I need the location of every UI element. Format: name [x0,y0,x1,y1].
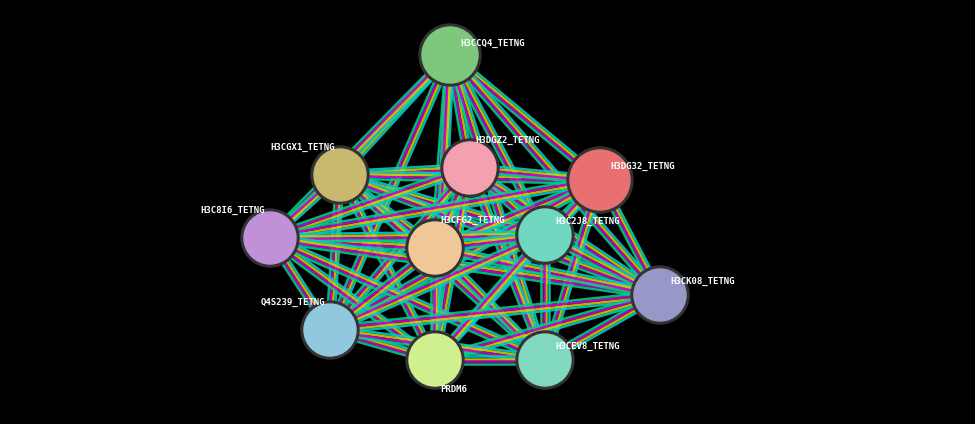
Circle shape [422,27,478,83]
Circle shape [516,206,574,264]
Circle shape [577,157,622,203]
Text: H3C8I6_TETNG: H3C8I6_TETNG [201,206,265,215]
Circle shape [406,219,464,277]
Circle shape [570,150,630,210]
Circle shape [450,148,489,187]
Circle shape [419,24,481,86]
Circle shape [567,147,633,213]
Circle shape [516,331,574,389]
Circle shape [631,266,689,324]
Circle shape [314,149,366,201]
Text: H3CEV8_TETNG: H3CEV8_TETNG [555,341,619,351]
Circle shape [429,34,471,76]
Circle shape [409,334,461,386]
Circle shape [304,304,356,356]
Circle shape [519,209,571,261]
Text: Q4S239_TETNG: Q4S239_TETNG [260,298,325,307]
Circle shape [415,229,454,268]
Circle shape [406,331,464,389]
Circle shape [634,269,686,321]
Text: PRDM6: PRDM6 [440,385,467,394]
Text: H3CFG2_TETNG: H3CFG2_TETNG [440,215,504,225]
Circle shape [241,209,299,267]
Text: H3C2J8_TETNG: H3C2J8_TETNG [555,216,619,226]
Text: H3DGZ2_TETNG: H3DGZ2_TETNG [475,135,539,145]
Text: H3CCQ4_TETNG: H3CCQ4_TETNG [460,39,525,47]
Circle shape [310,310,349,349]
Circle shape [244,212,296,264]
Text: H3CK08_TETNG: H3CK08_TETNG [670,276,734,285]
Circle shape [311,146,369,204]
Circle shape [251,218,290,257]
Circle shape [301,301,359,359]
Circle shape [321,156,360,195]
Circle shape [444,142,496,194]
Circle shape [526,215,565,254]
Circle shape [409,222,461,274]
Circle shape [441,139,499,197]
Text: H3CGX1_TETNG: H3CGX1_TETNG [270,142,335,151]
Text: H3DG32_TETNG: H3DG32_TETNG [610,162,675,170]
Circle shape [526,340,565,379]
Circle shape [415,340,454,379]
Circle shape [519,334,571,386]
Circle shape [641,276,680,315]
